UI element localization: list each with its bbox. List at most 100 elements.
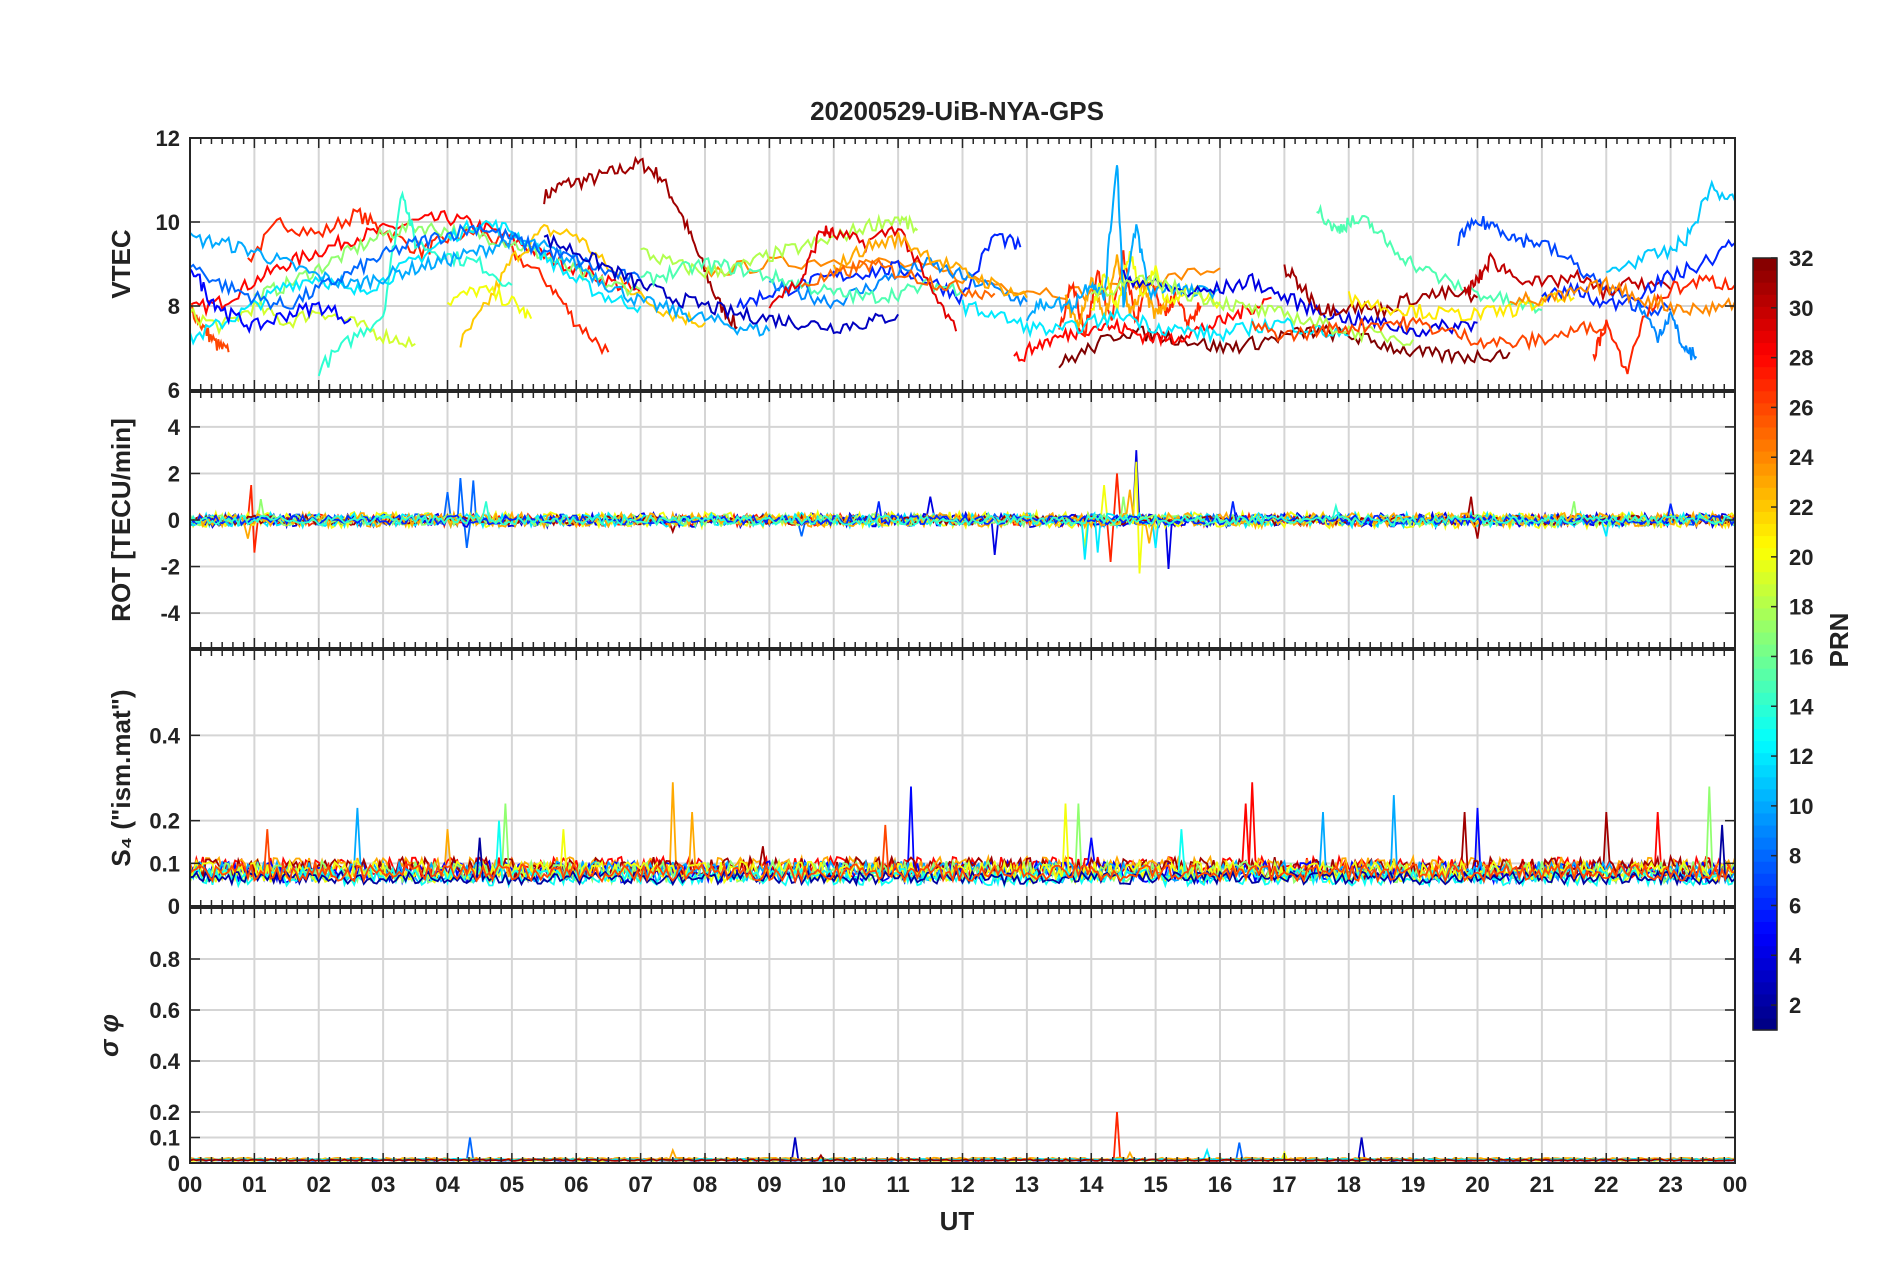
x-tick-label: 19	[1401, 1172, 1425, 1197]
y-tick-label: 0.4	[149, 723, 180, 748]
series-line-prn-28	[190, 210, 642, 317]
series-line-prn-18	[1090, 270, 1414, 347]
x-tick-label: 23	[1658, 1172, 1682, 1197]
colorbar-tick-label: 12	[1789, 744, 1813, 769]
colorbar-segment	[1753, 631, 1777, 645]
colorbar-segment	[1753, 837, 1777, 850]
series-line-prn-26	[190, 302, 230, 353]
colorbar-segment	[1753, 535, 1777, 549]
panel-sigma: 00.10.2 0.4 0.6 0.8 σ φ	[94, 907, 1736, 1176]
x-tick-label: 03	[371, 1172, 395, 1197]
colorbar-frame	[1752, 257, 1778, 1031]
series-line-prn-15	[1316, 203, 1543, 315]
y-tick-label: 0.2	[149, 809, 180, 834]
y-tick-label: -2	[160, 555, 180, 580]
y-axis-label-s4: S₄ ("ism.mat")	[106, 689, 136, 866]
colorbar-tick-label: 2	[1789, 993, 1801, 1018]
colorbar-segment	[1753, 342, 1777, 356]
chart-title: 20200529-UiB-NYA-GPS	[810, 96, 1104, 126]
colorbar-segment	[1753, 800, 1777, 814]
colorbar-segment	[1753, 270, 1777, 283]
x-tick-label: 05	[500, 1172, 524, 1197]
y-tick-label: 0	[168, 1151, 180, 1176]
colorbar-segment	[1753, 704, 1777, 717]
x-tick-label: 06	[564, 1172, 588, 1197]
colorbar-segment	[1753, 885, 1777, 898]
x-tick-label: 12	[950, 1172, 974, 1197]
x-tick-label: 10	[822, 1172, 846, 1197]
y-tick-label: 8	[168, 294, 180, 319]
colorbar-segment	[1753, 957, 1777, 971]
y-tick-label: 10	[156, 210, 180, 235]
colorbar-tick-label: 10	[1789, 794, 1813, 819]
y-tick-label: 0	[168, 894, 180, 919]
colorbar-segment	[1753, 812, 1777, 826]
series-line-prn-21	[1347, 288, 1575, 322]
colorbar-segment	[1753, 282, 1777, 295]
series-line-prn-25	[800, 258, 996, 301]
series-line-prn-27	[247, 207, 610, 356]
colorbar-segment	[1753, 752, 1777, 766]
colorbar-segment	[1753, 258, 1777, 271]
x-tick-label: 17	[1272, 1172, 1296, 1197]
series-line-prn-9	[1637, 302, 1698, 361]
series-line-prn-26	[1251, 312, 1608, 352]
colorbar-segment	[1753, 571, 1777, 585]
x-tick-label: 07	[628, 1172, 652, 1197]
colorbar-segment	[1753, 619, 1777, 633]
series-trace-prn-2	[190, 824, 1735, 887]
y-tick-label: 0.1	[149, 851, 180, 876]
y-tick-label: 0	[168, 508, 180, 533]
colorbar-tick-label: 22	[1789, 495, 1813, 520]
colorbar-segment	[1753, 993, 1777, 1007]
colorbar-segment	[1753, 294, 1777, 307]
y-tick-label: 2	[168, 461, 180, 486]
colorbar-segment	[1753, 728, 1777, 742]
colorbar-segment	[1753, 824, 1777, 838]
series-line-prn-10	[190, 230, 771, 337]
x-tick-label: 09	[757, 1172, 781, 1197]
x-tick-label: 21	[1530, 1172, 1554, 1197]
y-tick-label: 0.4	[149, 1049, 180, 1074]
x-tick-label: 11	[886, 1172, 909, 1197]
colorbar-segment	[1753, 861, 1777, 874]
colorbar-segment	[1753, 897, 1777, 910]
panel-rot-lines	[190, 450, 1735, 574]
colorbar-segment	[1753, 969, 1777, 983]
x-tick-label: 22	[1594, 1172, 1618, 1197]
colorbar-segment	[1753, 607, 1777, 621]
x-tick-label: 00	[178, 1172, 202, 1197]
series-trace-prn-26	[190, 824, 1735, 885]
x-tick-label: 08	[693, 1172, 717, 1197]
colorbar-segment	[1753, 402, 1777, 416]
colorbar-tick-label: 16	[1789, 644, 1813, 669]
colorbar-segment	[1753, 390, 1777, 404]
panel-rot: -4 -2 0 2 4 ROT [TECU/min]	[106, 391, 1736, 649]
colorbar-segment	[1753, 463, 1777, 476]
series-line-prn-20	[446, 284, 533, 319]
colorbar-label: PRN	[1824, 613, 1854, 668]
series-line-prn-28	[1013, 296, 1272, 363]
x-tick-label: 00	[1723, 1172, 1747, 1197]
colorbar-segment	[1753, 306, 1777, 319]
colorbar-segment	[1753, 740, 1777, 754]
x-tick-label: 01	[242, 1172, 266, 1197]
colorbar-segment	[1753, 668, 1777, 681]
colorbar-segment	[1753, 451, 1777, 464]
colorbar-segment	[1753, 680, 1777, 693]
x-axis-label: UT	[940, 1206, 975, 1236]
colorbar-segment	[1753, 981, 1777, 995]
colorbar-segment	[1753, 438, 1777, 452]
colorbar-tick-label: 24	[1789, 445, 1814, 470]
colorbar-tick-label: 20	[1789, 545, 1813, 570]
series-line-prn-29	[768, 225, 958, 332]
colorbar-tick-label: 26	[1789, 395, 1813, 420]
colorbar-tick-label: 32	[1789, 246, 1813, 271]
colorbar-segment	[1753, 547, 1777, 561]
y-tick-label: 0.8	[149, 947, 180, 972]
y-tick-label: 0.2	[149, 1100, 180, 1125]
panel-s4-lines	[190, 782, 1735, 889]
x-tick-label: 13	[1015, 1172, 1039, 1197]
